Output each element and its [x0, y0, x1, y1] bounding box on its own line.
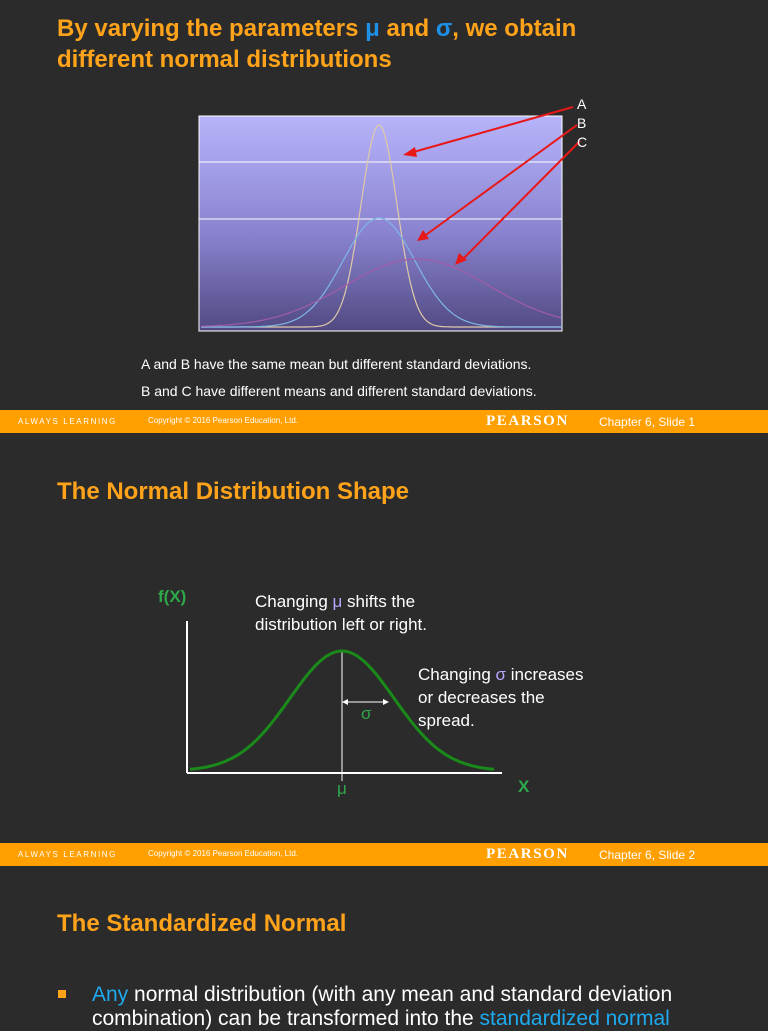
arrow-a: [409, 106, 574, 154]
curve-c: [201, 258, 562, 327]
caption-1: A and B have the same mean but different…: [141, 356, 532, 372]
always-learning: Always Learning: [18, 850, 117, 859]
pointer-arrows: [403, 106, 581, 265]
mu-symbol: μ: [365, 15, 380, 42]
arrow-c: [460, 140, 581, 262]
normal-shape-diagram: [186, 621, 502, 781]
pearson-logo: PEARSON: [486, 846, 569, 862]
normal-curve: [189, 649, 495, 771]
mu-annotation: Changing μ shifts the distribution left …: [255, 592, 427, 634]
pearson-logo: PEARSON: [486, 413, 569, 429]
label-a: A: [577, 96, 587, 112]
sigma-symbol: σ: [435, 15, 453, 42]
copyright: Copyright © 2016 Pearson Education, Ltd.: [148, 416, 298, 425]
slide-3: The Standardized Normal: [0, 866, 768, 1024]
fx-axis-label: f(X): [158, 587, 187, 606]
chapter-slide-number: Chapter 6, Slide 1: [599, 415, 696, 429]
bullet-square-icon: [58, 990, 66, 998]
chart-plot-area: [198, 115, 563, 332]
sigma-annotation: Changing σ increases or decreases the sp…: [418, 665, 584, 730]
always-learning: Always Learning: [18, 417, 117, 426]
slide-2: The Normal Distribution Shape f(X) Chang…: [0, 433, 768, 843]
arrow-b: [422, 124, 578, 238]
caption-2: B and C have different means and differe…: [141, 383, 537, 399]
slide-2-title: The Normal Distribution Shape: [57, 478, 410, 505]
label-c: C: [577, 134, 587, 150]
chapter-slide-number: Chapter 6, Slide 2: [599, 848, 696, 862]
curve-b: [201, 217, 561, 328]
slide-1-title: By varying the parameters μ and σ, we ob…: [57, 15, 577, 73]
footer-2: Always Learning Copyright © 2016 Pearson…: [0, 843, 768, 866]
label-b: B: [577, 115, 586, 131]
slide-1: By varying the parameters μ and σ, we ob…: [0, 0, 768, 410]
mu-axis-label: μ: [337, 779, 347, 798]
footer-1: Always Learning Copyright © 2016 Pearson…: [0, 410, 768, 433]
sigma-symbol: σ: [495, 665, 507, 684]
sigma-label: σ: [361, 704, 372, 723]
copyright: Copyright © 2016 Pearson Education, Ltd.: [148, 849, 298, 858]
distribution-comparison-chart: A B C: [198, 96, 587, 332]
slide-3-title: The Standardized Normal: [57, 910, 347, 937]
mu-symbol: μ: [332, 592, 343, 611]
x-axis-label: X: [518, 777, 530, 796]
